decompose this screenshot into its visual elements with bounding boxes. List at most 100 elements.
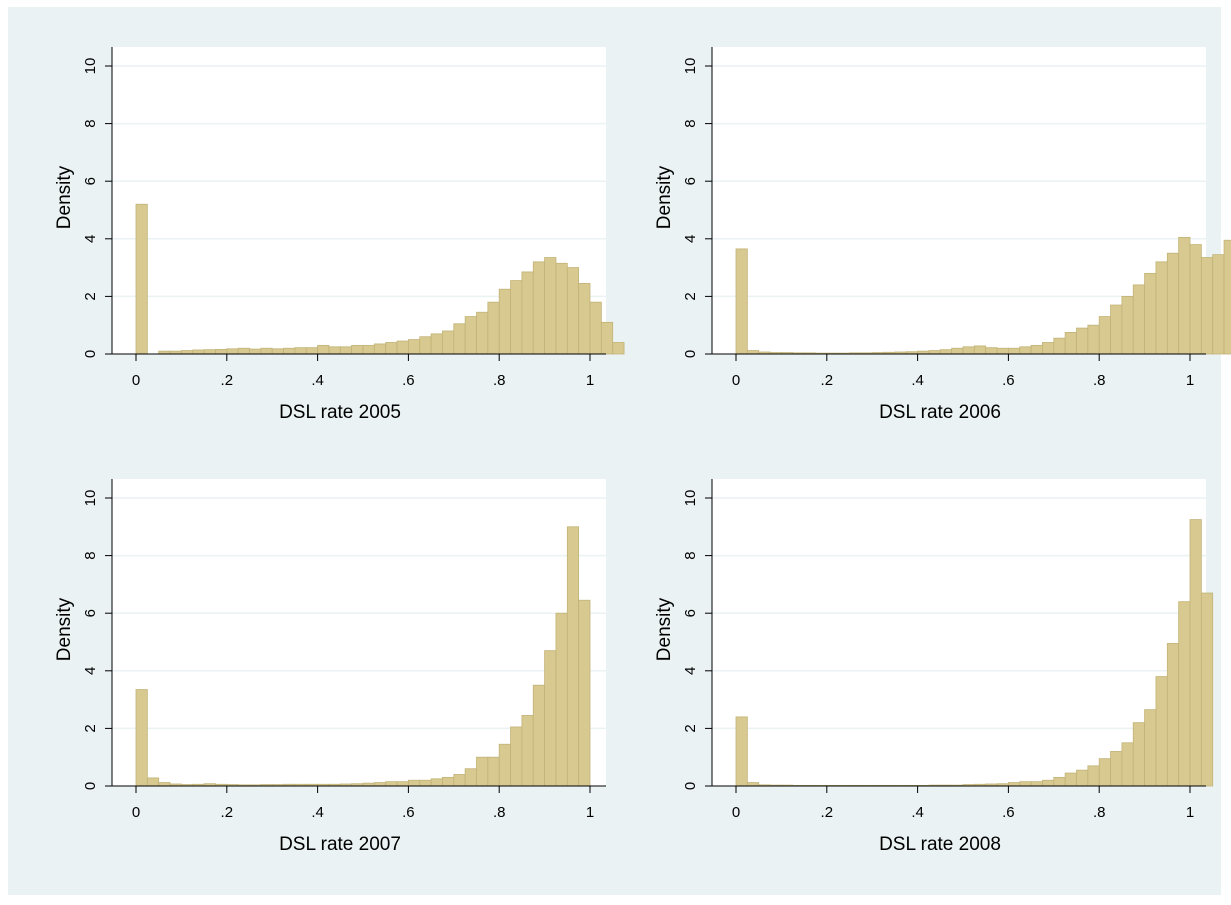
y-tick-label: 2 [82,724,99,732]
y-tick-label: 0 [82,350,99,358]
y-tick-label: 0 [82,782,99,790]
histogram-bar [510,726,523,787]
y-tick-label: 4 [682,235,699,243]
histogram-bar [589,301,602,355]
histogram-bar [1087,765,1100,787]
histogram-bar [1008,782,1021,787]
x-tick-label: .8 [493,804,506,821]
histogram-bar [419,336,432,355]
histogram-bar [464,316,477,355]
histogram-bar [1053,337,1066,355]
histogram-bar [578,599,591,787]
histogram-bar [396,340,409,355]
y-tick-label: 2 [82,292,99,300]
x-tick-label: .6 [1002,372,1015,389]
y-tick-label: 6 [682,177,699,185]
histogram-bar [135,203,148,355]
histogram-bar [487,756,500,787]
y-tick-label: 2 [682,292,699,300]
histogram-bar [271,348,284,355]
x-tick-label: .4 [311,372,324,389]
y-axis-title: Density [54,165,75,229]
histogram-bar [430,778,443,787]
histogram-bar [1098,758,1111,787]
histogram-bar [1064,772,1077,787]
histogram-bar [192,349,205,355]
histogram-bar [442,330,455,355]
y-tick-label: 8 [682,119,699,127]
histogram-bar [951,347,964,355]
histogram-bar [566,526,580,787]
x-tick-label: 0 [132,372,140,389]
x-tick-label: 0 [732,372,740,389]
histogram-bar [1019,346,1032,355]
histogram-bar [317,344,330,355]
histogram-bar [180,350,194,355]
histogram-bar [1189,519,1202,787]
histogram-bar [135,689,148,787]
histogram-bar [578,283,591,355]
x-tick-label: .2 [221,372,234,389]
histogram-bar [453,323,466,355]
x-tick-label: .8 [493,372,506,389]
x-tick-label: 0 [732,804,740,821]
x-tick-label: .2 [221,804,234,821]
histogram-bar [442,776,455,787]
histogram-bar [996,347,1009,355]
y-axis-title: Density [654,165,675,229]
histogram-bar [1200,592,1214,787]
histogram-bar [1178,601,1191,787]
x-tick-label: 0 [132,804,140,821]
x-tick-label: .6 [1002,804,1015,821]
histogram-bar [985,347,998,355]
histogram-bar [510,280,523,355]
histogram-bar [362,344,375,355]
histogram-bar [203,349,216,355]
histogram-bar [1155,676,1168,787]
histogram-bar [521,715,534,787]
histogram-bar [746,782,760,787]
x-tick-label: .6 [402,804,415,821]
histogram-bar [1042,342,1055,355]
histogram-bar [158,782,171,787]
histogram-bar [1064,331,1077,355]
histogram-bar [1121,295,1134,355]
histogram-bar [1132,284,1145,355]
histogram-bar [1087,324,1100,355]
histogram-bar [283,347,296,355]
histogram-bar [351,344,364,355]
histogram-bar [521,271,534,355]
histogram-bar [1155,261,1168,355]
y-tick-label: 6 [82,609,99,617]
histogram-bar [1008,347,1021,355]
histogram-bar [532,684,546,787]
histogram-bar [249,348,262,355]
histogram-bar [1166,252,1180,355]
histogram-bar [1110,751,1123,787]
histogram-bar [555,612,568,787]
histogram-bar [973,345,987,355]
histogram-bar [735,716,748,787]
histogram-bar [1053,776,1066,787]
histogram-bar [464,768,477,787]
x-axis-title: DSL rate 2008 [879,834,1001,855]
histogram-bar [328,346,341,355]
histogram-bar [1189,244,1202,355]
histogram-bar [146,777,160,787]
histogram-bar [1042,779,1055,787]
histogram-bar [1200,257,1214,355]
histogram-bar [476,756,489,787]
y-tick-label: 6 [682,609,699,617]
y-tick-label: 6 [82,177,99,185]
x-tick-label: .8 [1093,372,1106,389]
x-tick-label: 1 [1186,804,1194,821]
histogram-bar [555,262,568,355]
histogram-bar [962,346,975,355]
histogram-bar [939,349,953,355]
x-axis-title: DSL rate 2006 [879,402,1001,423]
histogram-bar [260,347,273,355]
histogram-bar [373,343,387,355]
